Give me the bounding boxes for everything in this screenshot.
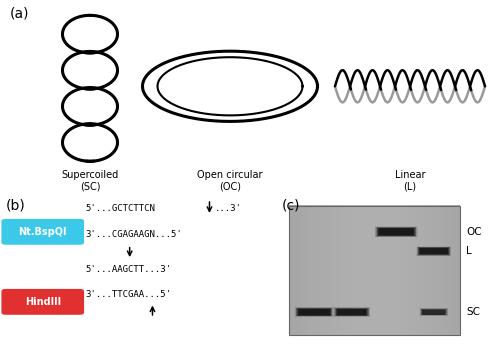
Bar — [420, 308, 448, 316]
Text: 5'...AAGCTT...3': 5'...AAGCTT...3' — [86, 265, 172, 274]
Bar — [378, 228, 414, 235]
Bar — [378, 228, 415, 236]
Bar — [380, 229, 413, 235]
Text: 3'...CGAGAAGN...5': 3'...CGAGAAGN...5' — [86, 230, 182, 239]
Bar — [422, 310, 446, 315]
Bar — [336, 309, 368, 316]
Bar — [418, 247, 450, 256]
Text: Linear
(L): Linear (L) — [395, 170, 425, 191]
Bar — [298, 309, 330, 316]
Text: Nt.BspQI: Nt.BspQI — [18, 227, 67, 237]
Bar — [419, 248, 448, 255]
Bar — [335, 308, 368, 316]
Bar — [417, 247, 451, 256]
Text: (b): (b) — [6, 198, 25, 212]
Bar — [334, 308, 369, 316]
FancyBboxPatch shape — [2, 219, 84, 245]
Bar — [336, 309, 367, 315]
Text: OC: OC — [466, 227, 482, 237]
Bar — [420, 248, 448, 254]
Bar — [421, 309, 446, 315]
Bar — [420, 248, 448, 254]
Bar — [334, 308, 370, 317]
Bar — [376, 227, 416, 237]
Text: L: L — [466, 246, 472, 256]
FancyBboxPatch shape — [2, 289, 84, 315]
Bar — [416, 246, 452, 256]
Bar — [297, 308, 332, 316]
Bar — [296, 308, 333, 317]
Bar — [418, 247, 450, 255]
Text: Open circular
(OC): Open circular (OC) — [197, 170, 263, 191]
Bar — [422, 309, 446, 315]
Bar — [336, 308, 368, 316]
Bar — [420, 309, 447, 316]
Bar — [422, 309, 446, 315]
Bar — [420, 248, 448, 254]
Text: (a): (a) — [10, 6, 29, 20]
Bar — [337, 309, 366, 315]
Bar — [380, 229, 413, 235]
Text: SC: SC — [466, 307, 480, 317]
Bar — [294, 307, 334, 317]
Bar — [288, 206, 460, 335]
Text: HindIII: HindIII — [24, 297, 61, 307]
Bar — [334, 307, 370, 317]
Text: (c): (c) — [282, 198, 300, 212]
Text: Supercoiled
(SC): Supercoiled (SC) — [62, 170, 118, 191]
Bar — [299, 309, 330, 315]
Text: 3'...TTCGAA...5': 3'...TTCGAA...5' — [86, 290, 172, 299]
Bar — [376, 227, 417, 237]
Bar — [296, 308, 332, 316]
Bar — [296, 308, 333, 316]
Text: ...3': ...3' — [215, 204, 242, 213]
Bar — [375, 226, 418, 237]
Bar — [418, 247, 450, 255]
Bar — [378, 228, 414, 236]
Text: 5'...GCTCTTCN: 5'...GCTCTTCN — [86, 204, 156, 213]
Bar — [420, 308, 448, 316]
Bar — [377, 227, 416, 236]
Bar — [337, 309, 366, 315]
Bar — [420, 308, 448, 316]
Bar — [299, 309, 330, 315]
Bar — [298, 309, 330, 315]
Bar — [422, 310, 446, 315]
